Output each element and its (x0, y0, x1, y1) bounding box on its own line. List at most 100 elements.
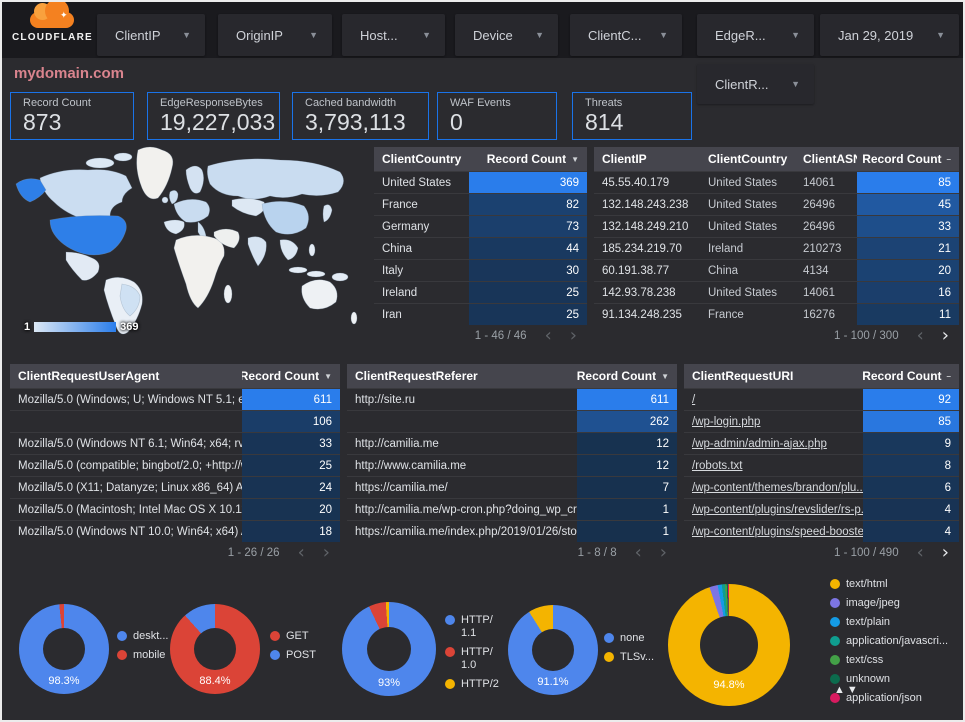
table-row[interactable]: 142.93.78.238 United States 14061 16 (594, 281, 959, 303)
prev-page-icon[interactable]: ‹ (634, 542, 642, 563)
map-region-new-zealand[interactable] (350, 311, 358, 325)
table-row[interactable]: 262 (347, 410, 677, 432)
legend-item[interactable]: text/html (830, 578, 948, 591)
table-row[interactable]: /wp-login.php 85 (684, 410, 959, 432)
table-row[interactable]: /wp-admin/admin-ajax.php 9 (684, 432, 959, 454)
table-row[interactable]: Iran 25 (374, 303, 587, 325)
table-row[interactable]: https://camilia.me/index.php/2019/01/26/… (347, 520, 677, 542)
map-region-africa[interactable] (173, 235, 225, 309)
filter-originip[interactable]: OriginIP ▼ (218, 14, 332, 56)
table-row[interactable]: 91.134.248.235 France 16276 11 (594, 303, 959, 325)
legend-item[interactable]: deskt... (117, 630, 168, 643)
filter-device[interactable]: Device ▼ (455, 14, 558, 56)
map-region-se-asia[interactable] (279, 239, 299, 261)
filter-clientrequest[interactable]: ClientR... ▼ (697, 64, 814, 104)
table-row[interactable]: http://camilia.me/wp-cron.php?doing_wp_c… (347, 498, 677, 520)
table-row[interactable]: France 82 (374, 193, 587, 215)
next-page-icon[interactable]: › (941, 542, 949, 563)
scroll-down-icon[interactable]: ▼ (846, 684, 860, 696)
map-region-scandinavia[interactable] (185, 165, 204, 194)
map-region-china[interactable] (261, 201, 309, 235)
table-row[interactable]: Ireland 25 (374, 281, 587, 303)
date-range-picker[interactable]: Jan 29, 2019 ▼ (820, 14, 959, 56)
map-region-indonesia[interactable] (288, 266, 308, 274)
legend-item[interactable]: POST (270, 649, 316, 662)
table-row[interactable]: Germany 73 (374, 215, 587, 237)
legend-scroll-arrows[interactable]: ▲▼ (834, 684, 860, 696)
filter-host[interactable]: Host... ▼ (342, 14, 445, 56)
legend-item[interactable]: HTTP/ 1.1 (445, 614, 499, 640)
legend-item[interactable]: image/jpeg (830, 597, 948, 610)
donut-content-type[interactable]: 94.8% (668, 584, 790, 706)
map-region-brazil[interactable] (119, 283, 141, 317)
map-region-india[interactable] (247, 236, 267, 267)
table-cell[interactable]: /wp-admin/admin-ajax.php (692, 437, 827, 450)
table-row[interactable]: http://www.camilia.me 12 (347, 454, 677, 476)
legend-item[interactable]: application/json (830, 692, 948, 705)
map-region-mexico[interactable] (65, 251, 100, 281)
donut-device-type[interactable]: 98.3% (19, 604, 109, 694)
next-page-icon[interactable]: › (569, 325, 577, 346)
map-region-europe[interactable] (173, 199, 210, 223)
map-region-philippines[interactable] (308, 243, 316, 257)
legend-item[interactable]: GET (270, 630, 316, 643)
scroll-up-icon[interactable]: ▲ (834, 684, 847, 696)
prev-page-icon[interactable]: ‹ (544, 325, 552, 346)
map-region-arctic-island[interactable] (113, 152, 133, 162)
map-region-greenland[interactable] (136, 146, 174, 200)
map-region-indonesia[interactable] (306, 270, 326, 278)
table-cell[interactable]: /robots.txt (692, 459, 743, 472)
map-region-canada[interactable] (39, 169, 133, 222)
legend-item[interactable]: unknown (830, 673, 948, 686)
table-row[interactable]: Mozilla/5.0 (Windows; U; Windows NT 5.1;… (10, 388, 340, 410)
table-row[interactable]: 132.148.249.210 United States 26496 33 (594, 215, 959, 237)
table-cell[interactable]: /wp-content/plugins/revslider/rs-p... (692, 503, 863, 516)
column-header[interactable]: Record Count – (863, 369, 951, 383)
world-map-chart[interactable]: 1 369 (10, 144, 372, 347)
table-row[interactable]: 185.234.219.70 Ireland 210273 21 (594, 237, 959, 259)
legend-item[interactable]: TLSv... (604, 651, 654, 664)
map-region-uk[interactable] (169, 190, 179, 205)
filter-clientip[interactable]: ClientIP ▼ (97, 14, 205, 56)
map-region-russia[interactable] (207, 158, 344, 200)
column-header[interactable]: Record Count ▼ (577, 369, 669, 383)
map-region-middle-east[interactable] (213, 228, 240, 249)
table-row[interactable]: 106 (10, 410, 340, 432)
next-page-icon[interactable]: › (941, 325, 949, 346)
legend-item[interactable]: mobile (117, 649, 168, 662)
table-row[interactable]: /wp-content/plugins/revslider/rs-p... 4 (684, 498, 959, 520)
column-header[interactable]: Record Count ▼ (486, 152, 579, 166)
map-region-usa[interactable] (49, 215, 127, 256)
legend-item[interactable]: application/javascri... (830, 635, 948, 648)
filter-edgeresponse[interactable]: EdgeR... ▼ (697, 14, 814, 56)
table-cell[interactable]: /wp-content/plugins/speed-booste... (692, 525, 863, 538)
table-cell[interactable]: /wp-login.php (692, 415, 761, 428)
next-page-icon[interactable]: › (322, 542, 330, 563)
column-header[interactable]: ClientIP (602, 152, 647, 166)
legend-item[interactable]: text/css (830, 654, 948, 667)
table-row[interactable]: http://site.ru 611 (347, 388, 677, 410)
table-row[interactable]: 132.148.243.238 United States 26496 45 (594, 193, 959, 215)
table-row[interactable]: 60.191.38.77 China 4134 20 (594, 259, 959, 281)
map-region-ireland[interactable] (161, 196, 169, 204)
table-row[interactable]: China 44 (374, 237, 587, 259)
prev-page-icon[interactable]: ‹ (916, 325, 924, 346)
map-region-alaska[interactable] (15, 178, 47, 203)
map-region-arctic-island[interactable] (85, 157, 115, 169)
prev-page-icon[interactable]: ‹ (297, 542, 305, 563)
table-row[interactable]: https://camilia.me/7 (347, 476, 677, 498)
map-region-japan[interactable] (322, 204, 333, 223)
legend-item[interactable]: text/plain (830, 616, 948, 629)
column-header[interactable]: Record Count – (862, 152, 951, 166)
legend-item[interactable]: HTTP/ 1.0 (445, 646, 499, 672)
table-cell[interactable]: /wp-content/themes/brandon/plu... (692, 481, 863, 494)
filter-clientcountry[interactable]: ClientC... ▼ (570, 14, 682, 56)
next-page-icon[interactable]: › (659, 542, 667, 563)
table-row[interactable]: Mozilla/5.0 (Windows NT 6.1; Win64; x64;… (10, 432, 340, 454)
column-header[interactable]: ClientCountry (708, 152, 788, 166)
table-row[interactable]: Mozilla/5.0 (Windows NT 10.0; Win64; x64… (10, 520, 340, 542)
donut-tls-version[interactable]: 91.1% (508, 605, 598, 695)
table-row[interactable]: /wp-content/plugins/speed-booste... 4 (684, 520, 959, 542)
map-region-australia[interactable] (301, 279, 338, 310)
table-row[interactable]: http://camilia.me 12 (347, 432, 677, 454)
